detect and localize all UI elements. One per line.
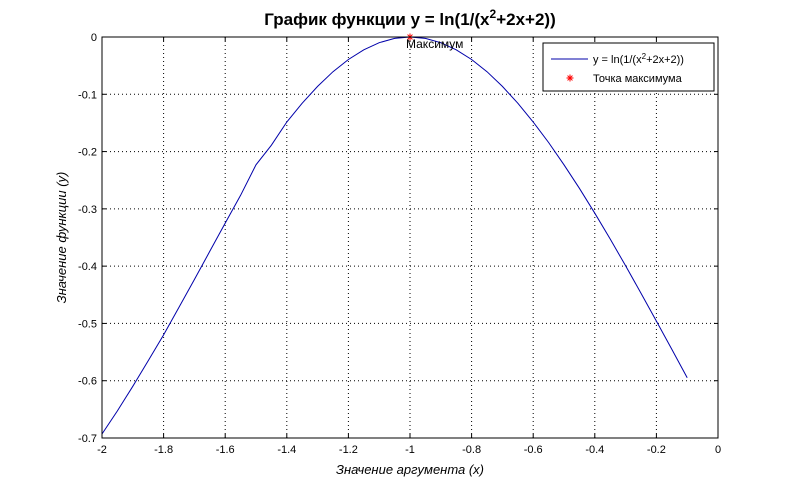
y-tick-label: -0.6 <box>78 376 97 388</box>
x-tick-label: -1.2 <box>339 444 358 456</box>
legend-entry-curve-rest: +2x+2)) <box>646 54 684 66</box>
y-axis-label: Значение функции (y) <box>54 172 69 304</box>
legend-entry-curve-main: y = ln(1/(x <box>593 54 642 66</box>
x-tick-label: -0.4 <box>585 444 604 456</box>
y-tick-label: -0.7 <box>78 433 97 445</box>
x-tick-label: -0.2 <box>647 444 666 456</box>
y-tick-label: -0.3 <box>78 204 97 216</box>
maximum-annotation: Максимум <box>406 37 463 51</box>
title-exponent: 2 <box>490 7 497 21</box>
y-tick-label: -0.5 <box>78 318 97 330</box>
y-tick-label: -0.4 <box>78 261 97 273</box>
x-axis-label: Значение аргумента (x) <box>336 462 484 477</box>
y-tick-label: -0.1 <box>78 89 97 101</box>
marker-layer: Максимум <box>406 33 463 51</box>
x-tick-label: -2 <box>97 444 107 456</box>
legend-marker-sample <box>566 74 574 82</box>
legend-box <box>542 42 715 92</box>
x-tick-label: -1.6 <box>216 444 235 456</box>
x-tick-label: -1.4 <box>277 444 296 456</box>
legend: y = ln(1/(x2+2x+2)) Точка максимума <box>542 42 715 92</box>
asterisk-stroke <box>567 75 573 81</box>
legend-entry-maximum: Точка максимума <box>593 73 683 85</box>
x-tick-label: -1.8 <box>154 444 173 456</box>
plot-frame <box>101 36 719 439</box>
x-tick-label: 0 <box>715 444 721 456</box>
y-tick-label: -0.2 <box>78 147 97 159</box>
series-layer <box>101 36 688 435</box>
legend-entry-curve-exponent: 2 <box>642 52 647 61</box>
legend-asterisk <box>566 74 574 82</box>
grid <box>102 37 718 438</box>
series-line <box>101 36 688 435</box>
axis-ticks: -2 -1.8 -1.6 -1.4 -1.2 -1 -0.8 -0.6 -0.4 -0.2 0 0 -0… <box>78 32 721 456</box>
y-tick-label: 0 <box>91 32 97 44</box>
x-tick-label: -0.8 <box>462 444 481 456</box>
title-main: График функции y = ln(1/(x <box>264 10 490 29</box>
x-tick-label: -0.6 <box>524 444 543 456</box>
chart-title: График функции y = ln(1/(x2+2x+2)) <box>264 7 555 29</box>
title-rest: +2x+2)) <box>496 10 556 29</box>
legend-entry-curve: y = ln(1/(x2+2x+2)) <box>593 52 684 66</box>
x-tick-label: -1 <box>405 444 415 456</box>
